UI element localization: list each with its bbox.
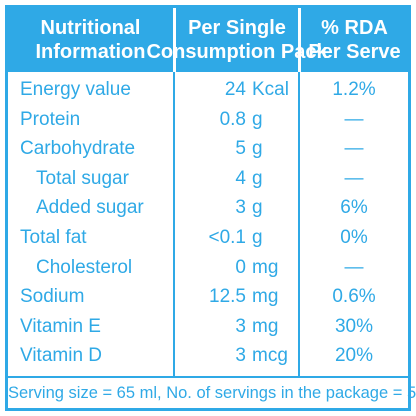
nutrition-label: Nutritional Information Per Single Consu… xyxy=(5,5,416,411)
amount-unit: mcg xyxy=(252,345,288,367)
rda-percent: 1.2% xyxy=(332,79,376,100)
header-col3-line1: % RDA xyxy=(321,17,388,39)
nutrient-amount: 0 mg xyxy=(176,253,298,282)
column-divider xyxy=(173,72,175,376)
nutrient-amount: <0.1 g xyxy=(176,223,298,252)
amount-unit: g xyxy=(252,138,263,160)
nutrient-amount: 3 mcg xyxy=(176,341,298,370)
header-divider xyxy=(298,8,301,72)
table-row: Total sugar 4 g — xyxy=(8,164,408,193)
header-col3-line2: Per Serve xyxy=(308,41,401,63)
nutrient-name: Carbohydrate xyxy=(20,138,136,160)
amount-unit: g xyxy=(252,197,263,219)
amount-value: 0 xyxy=(235,256,246,278)
amount-value: 3 xyxy=(235,197,246,219)
amount-unit: Kcal xyxy=(252,79,289,100)
table-row: Cholesterol 0 mg — xyxy=(8,253,408,282)
header-col1-line1: Nutritional xyxy=(40,17,141,39)
nutrient-name: Total fat xyxy=(20,227,87,248)
rda-percent: 20% xyxy=(334,345,374,367)
amount-unit: g xyxy=(252,108,263,130)
table-row: Vitamin E 3 mg 30% xyxy=(8,312,408,341)
table-row: Energy value 24 Kcal 1.2% xyxy=(8,75,408,104)
amount-unit: mg xyxy=(252,286,279,308)
amount-unit: g xyxy=(252,167,263,189)
table-row: Sodium 12.5 mg 0.6% xyxy=(8,282,408,311)
amount-value: 4 xyxy=(235,167,246,189)
amount-value: 24 xyxy=(224,79,246,100)
nutrient-amount: 12.5 mg xyxy=(176,282,298,311)
nutrient-name: Added sugar xyxy=(36,197,144,219)
rda-percent: — xyxy=(344,138,364,160)
amount-unit: g xyxy=(252,227,263,248)
amount-value: 0.8 xyxy=(219,108,246,130)
nutrient-name: Total sugar xyxy=(36,167,129,189)
rda-percent: 6% xyxy=(340,197,368,219)
header-nutritional-information: Nutritional Information xyxy=(8,8,173,72)
nutrient-name: Sodium xyxy=(20,286,85,308)
nutrient-amount: 0.8 g xyxy=(176,105,298,134)
header-col2-line1: Per Single xyxy=(188,17,286,39)
header-divider xyxy=(173,8,176,72)
header-rda-per-serve: % RDA Per Serve xyxy=(301,8,408,72)
header-col1-line2: Information xyxy=(35,41,146,63)
nutrient-amount: 24 Kcal xyxy=(176,75,298,104)
amount-value: <0.1 xyxy=(208,227,246,248)
nutrient-name: Protein xyxy=(20,108,81,130)
table-row: Protein 0.8 g — xyxy=(8,105,408,134)
rda-percent: — xyxy=(344,167,364,189)
table-row: Total fat <0.1 g 0% xyxy=(8,223,408,252)
nutrient-name: Vitamin D xyxy=(20,345,103,367)
table-row: Carbohydrate 5 g — xyxy=(8,134,408,163)
nutrient-name: Cholesterol xyxy=(36,256,133,278)
nutrient-name: Vitamin E xyxy=(20,315,101,337)
amount-unit: mg xyxy=(252,315,279,337)
rda-percent: — xyxy=(344,108,364,130)
serving-size-note: Serving size = 65 ml, No. of servings in… xyxy=(8,384,416,402)
footer-divider xyxy=(8,376,408,378)
table-row: Vitamin D 3 mcg 20% xyxy=(8,341,408,370)
rda-percent: 0% xyxy=(340,227,368,248)
amount-value: 3 xyxy=(235,315,246,337)
amount-value: 12.5 xyxy=(209,286,246,308)
amount-value: 5 xyxy=(235,138,246,160)
rda-percent: — xyxy=(344,256,364,278)
amount-unit: mg xyxy=(252,256,279,278)
header-per-single-consumption-pack: Per Single Consumption Pack xyxy=(146,8,327,72)
table-header: Nutritional Information Per Single Consu… xyxy=(8,8,408,72)
nutrient-name: Energy value xyxy=(20,79,131,100)
header-col2-line2: Consumption Pack xyxy=(146,41,328,63)
rda-percent: 30% xyxy=(334,315,374,337)
table-row: Added sugar 3 g 6% xyxy=(8,193,408,222)
nutrient-amount: 3 mg xyxy=(176,312,298,341)
column-divider xyxy=(298,72,300,376)
amount-value: 3 xyxy=(235,345,246,367)
rda-percent: 0.6% xyxy=(332,286,376,308)
